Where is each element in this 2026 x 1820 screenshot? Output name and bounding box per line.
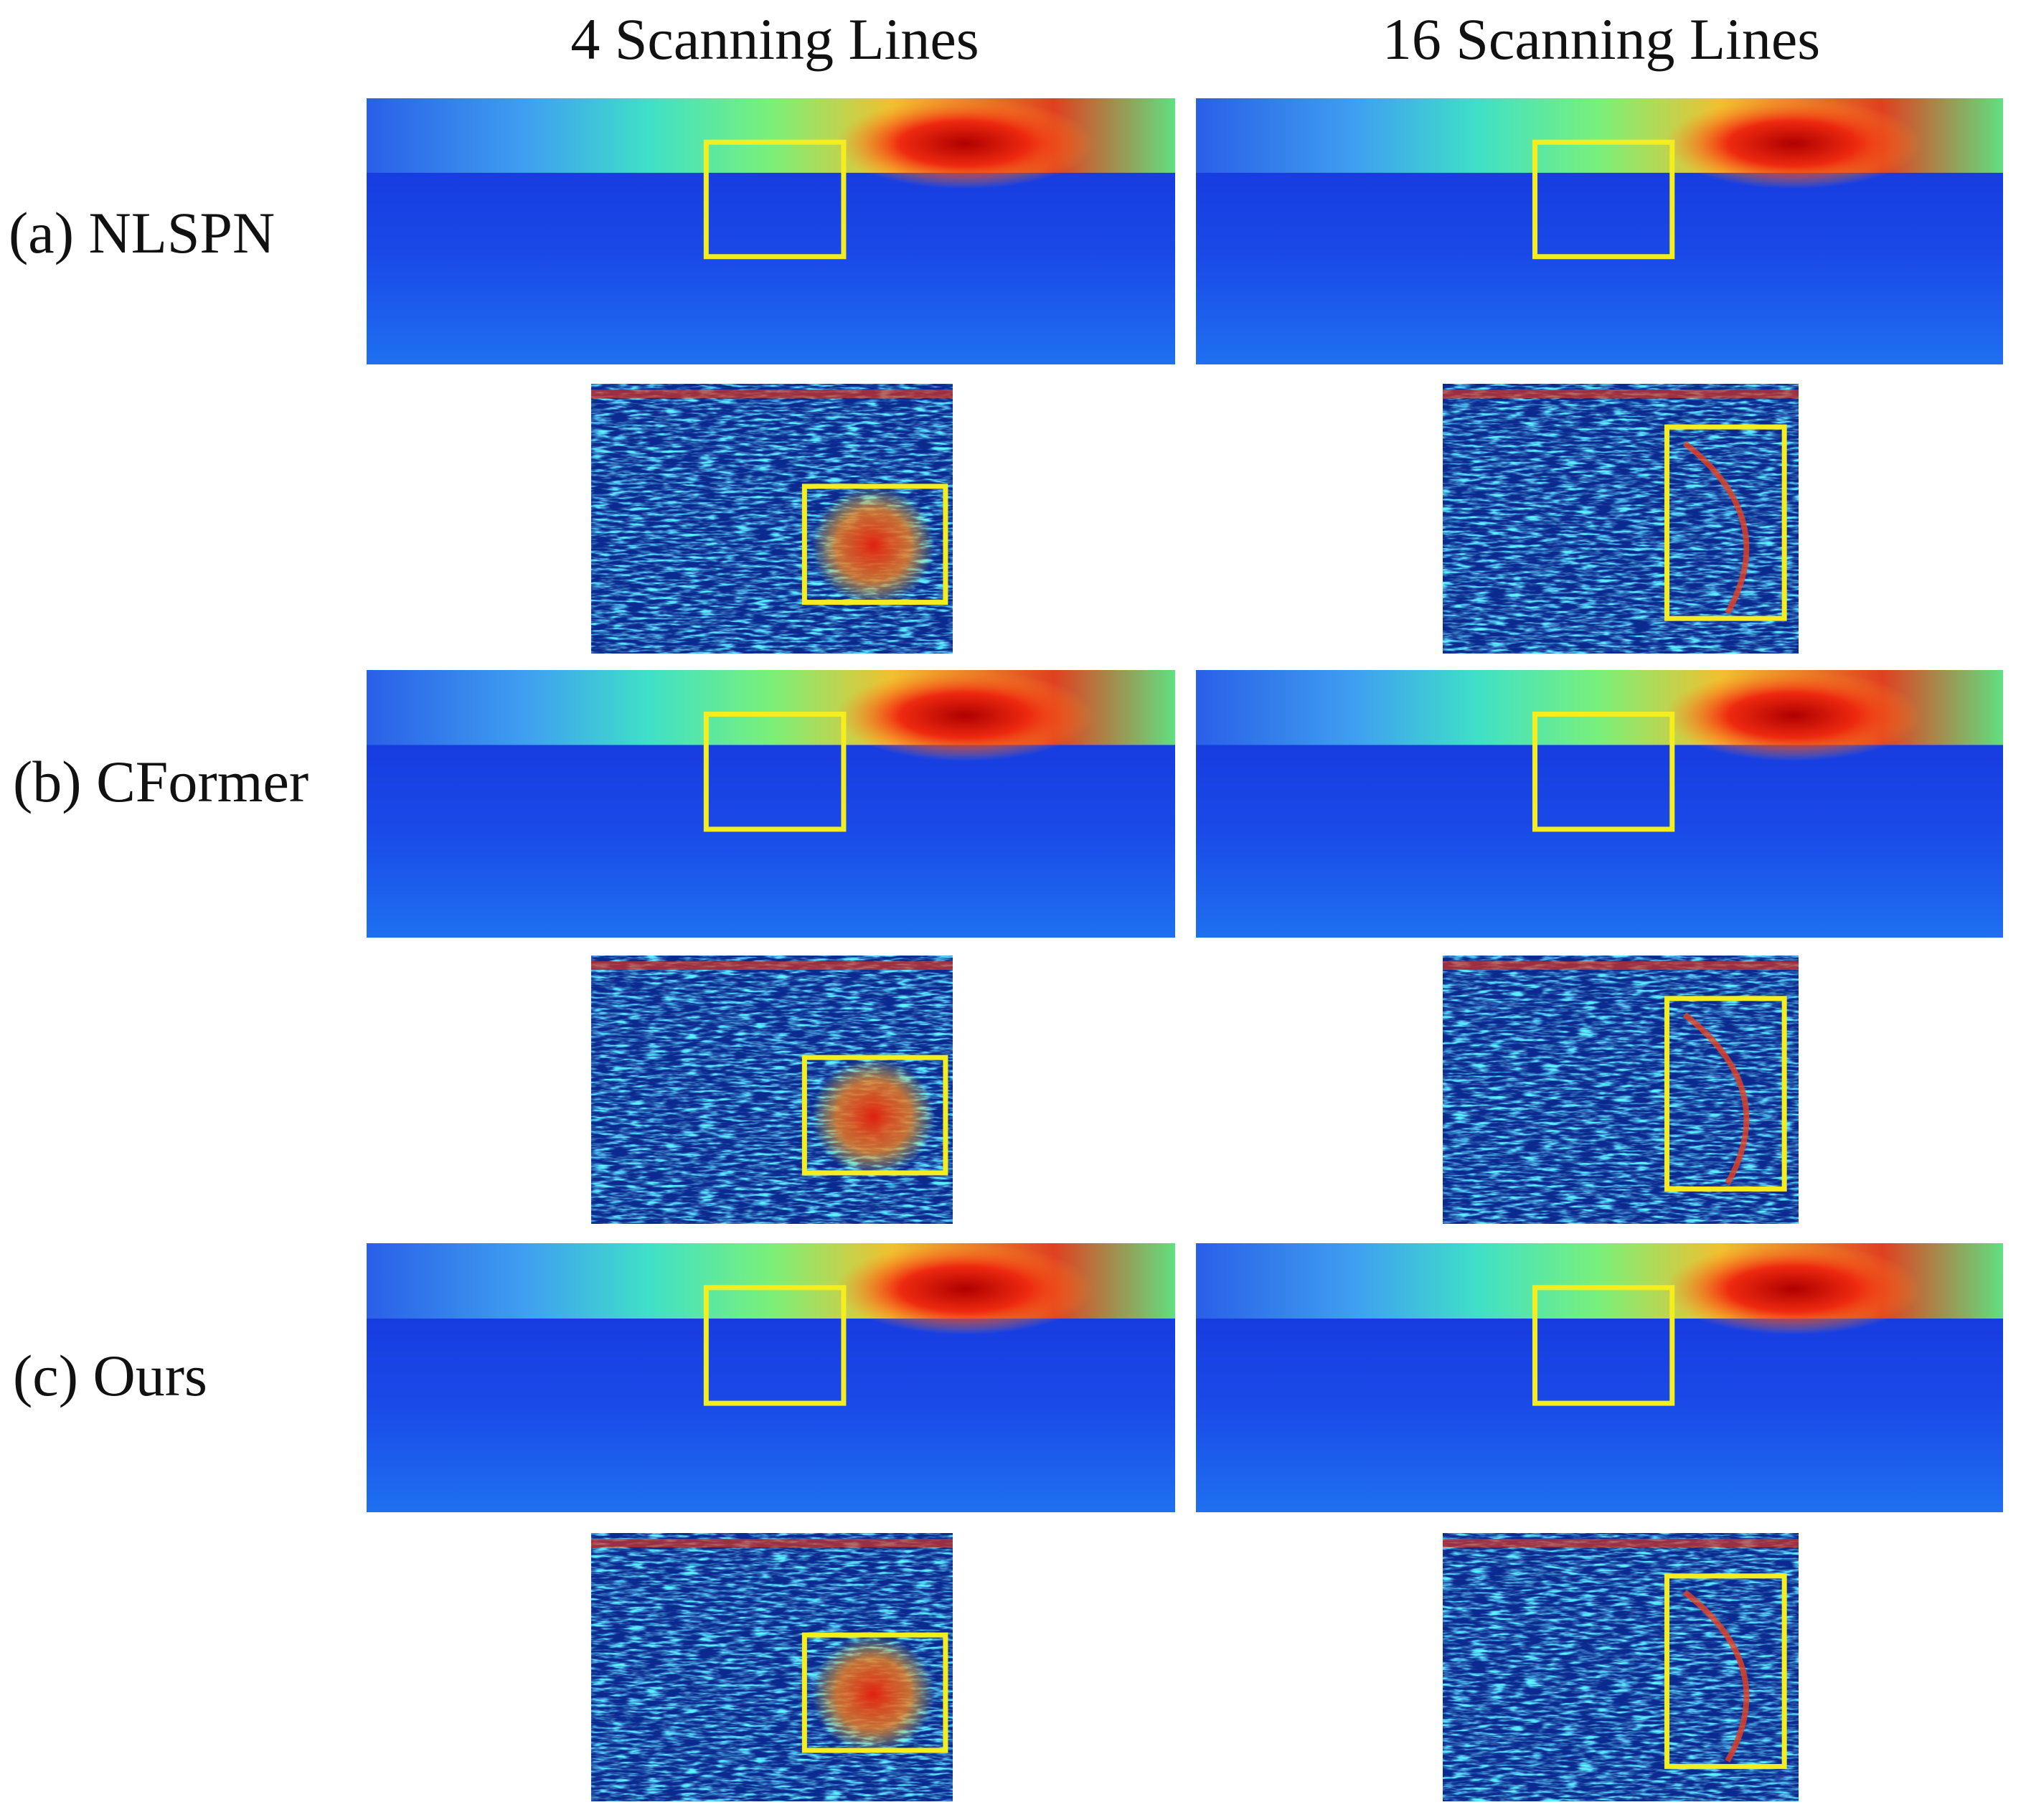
error-top [591, 1539, 953, 1547]
highlight-box [1532, 139, 1675, 260]
error-arc [1682, 1590, 1750, 1763]
depth-map [367, 670, 1175, 938]
depth-hot [1664, 1243, 1923, 1335]
depth-hot [835, 1243, 1095, 1335]
error-top [1443, 1539, 1799, 1547]
error-map [1443, 1533, 1799, 1801]
error-top [591, 961, 953, 970]
error-map [591, 1533, 953, 1801]
depth-map [1196, 670, 2003, 938]
error-arc [1682, 1012, 1750, 1185]
row-label: (b) CFormer [13, 749, 308, 814]
depth-map [1196, 98, 2003, 364]
row-label: (c) Ours [13, 1343, 207, 1408]
column-header: 4 Scanning Lines [570, 6, 979, 72]
depth-map [1196, 1243, 2003, 1512]
error-map [591, 384, 953, 654]
highlight-box [703, 712, 847, 832]
highlight-box [703, 1285, 847, 1406]
highlight-box [1532, 712, 1675, 832]
error-top [1443, 390, 1799, 398]
highlight-box [801, 484, 948, 605]
depth-hot [1664, 670, 1923, 761]
error-map [1443, 384, 1799, 654]
error-hot [811, 1057, 935, 1176]
error-top [591, 390, 953, 398]
error-hot [811, 1635, 935, 1753]
error-arc [1682, 440, 1750, 615]
depth-hot [835, 670, 1095, 761]
highlight-box [1664, 1573, 1787, 1769]
highlight-box [801, 1055, 948, 1176]
depth-map [367, 1243, 1175, 1512]
error-hot [811, 486, 935, 605]
highlight-box [1664, 996, 1787, 1192]
highlight-box [1664, 424, 1787, 621]
depth-hot [1664, 98, 1923, 189]
depth-hot [835, 98, 1095, 189]
highlight-box [1532, 1285, 1675, 1406]
error-top [1443, 961, 1799, 970]
error-map [1443, 956, 1799, 1224]
highlight-box [703, 139, 847, 260]
highlight-box [801, 1632, 948, 1753]
error-map [591, 956, 953, 1224]
column-header: 16 Scanning Lines [1382, 6, 1820, 72]
depth-map [367, 98, 1175, 364]
row-label: (a) NLSPN [9, 200, 275, 265]
